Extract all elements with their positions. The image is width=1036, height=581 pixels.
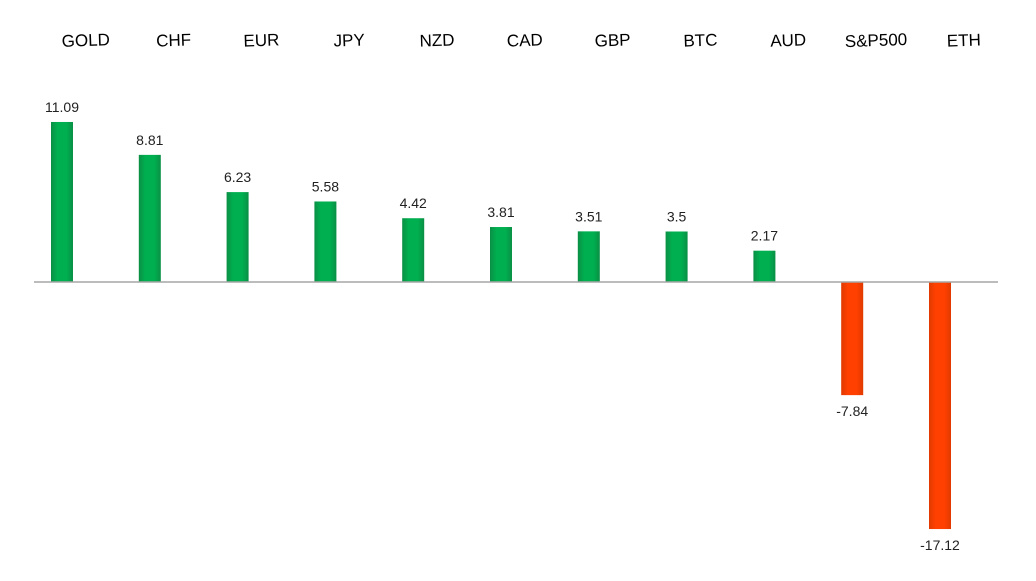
category-label-jpy: JPY bbox=[333, 30, 365, 50]
bar-jpy bbox=[314, 201, 337, 282]
value-label-eth: -17.12 bbox=[920, 537, 960, 553]
category-label-eur: EUR bbox=[243, 30, 280, 50]
bar-cad bbox=[490, 227, 512, 282]
value-label-sp500: -7.84 bbox=[836, 403, 868, 419]
value-labels: 11.09 8.81 6.23 5.58 4.42 3.81 3.51 3.5 2.17 -7.8… bbox=[45, 99, 960, 553]
value-label-eur: 6.23 bbox=[224, 169, 251, 185]
value-label-cad: 3.81 bbox=[487, 204, 514, 220]
value-label-gbp: 3.51 bbox=[575, 208, 602, 224]
category-label-eth: ETH bbox=[946, 30, 981, 50]
category-label-gold: GOLD bbox=[61, 30, 110, 51]
category-labels: GOLD CHF EUR JPY NZD CAD GBP BTC AUD S&P500 ETH bbox=[61, 30, 981, 51]
value-label-chf: 8.81 bbox=[136, 132, 163, 148]
category-label-gbp: GBP bbox=[594, 30, 631, 50]
bar-gbp bbox=[577, 231, 600, 282]
value-label-aud: 2.17 bbox=[751, 228, 778, 244]
bar-eth bbox=[929, 282, 951, 530]
bar-aud bbox=[753, 250, 776, 282]
bar-nzd bbox=[402, 218, 425, 282]
bars bbox=[51, 121, 951, 530]
bar-eur bbox=[226, 192, 249, 282]
value-label-nzd: 4.42 bbox=[400, 195, 427, 211]
category-label-btc: BTC bbox=[683, 30, 718, 50]
category-label-aud: AUD bbox=[770, 30, 807, 50]
category-label-nzd: NZD bbox=[419, 30, 455, 50]
bar-gold bbox=[51, 121, 73, 282]
bar-chf bbox=[138, 154, 161, 282]
category-label-sp500: S&P500 bbox=[845, 30, 908, 51]
value-label-jpy: 5.58 bbox=[312, 178, 339, 194]
bar-btc bbox=[665, 231, 688, 282]
category-label-chf: CHF bbox=[156, 30, 192, 50]
value-label-btc: 3.5 bbox=[667, 208, 687, 224]
value-label-gold: 11.09 bbox=[45, 99, 79, 115]
bar-sp500 bbox=[841, 282, 864, 396]
category-label-cad: CAD bbox=[507, 30, 544, 50]
